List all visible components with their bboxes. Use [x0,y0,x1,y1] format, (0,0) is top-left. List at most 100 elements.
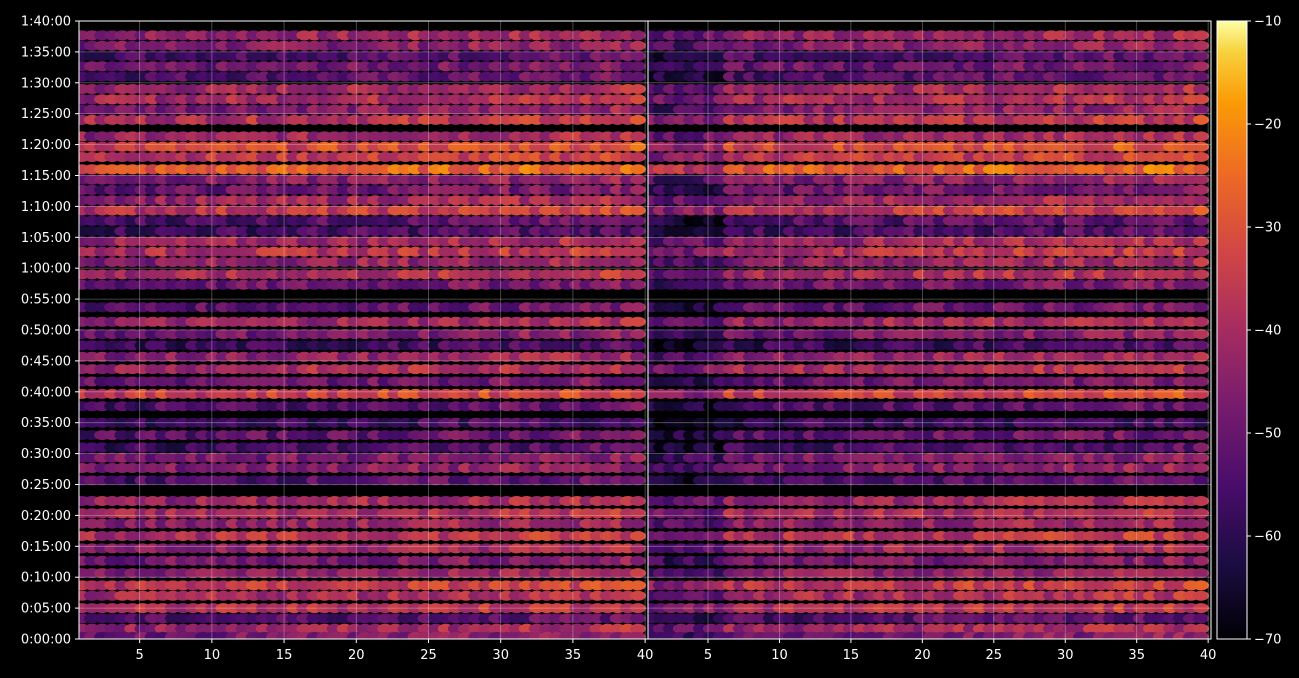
heatmap-cell [629,246,646,257]
heatmap-cell [629,329,646,340]
heatmap-cell [629,555,646,566]
heatmap-cell [1193,184,1209,195]
heatmap-cell [629,452,646,463]
heatmap-cell [629,388,646,399]
heatmap-cell [1193,376,1209,387]
heatmap-cell [629,114,646,125]
heatmap-cell [1193,269,1209,280]
heatmap-cell [1193,94,1209,105]
heatmap-cell [629,205,646,216]
heatmap-cell [1193,40,1209,51]
heatmap-cell [1193,205,1209,216]
x-tick-label: 35 [565,648,582,663]
heatmap-cell [1193,257,1209,267]
heatmap-cell [629,580,646,591]
heatmap-cell [629,463,646,473]
heatmap-cell [1193,226,1209,237]
heatmap-cell [629,475,646,486]
heatmap-cell [629,279,646,290]
heatmap-cell [1193,442,1209,453]
heatmap-panel-right: 5 10 15 20 25 30 35 40 [647,20,1216,663]
heatmap-cell [1193,51,1209,61]
heatmap-cell [629,496,646,506]
heatmap-cell [629,226,646,237]
heatmap-cell [629,164,646,175]
x-tick-label: 5 [136,648,144,663]
heatmap-cell [629,351,646,362]
heatmap-cell [629,84,646,94]
heatmap-cell [629,30,646,41]
grid-lines-left [79,20,648,640]
heatmap-cell [629,94,646,105]
heatmap-cell [629,623,646,634]
heatmap-cell [629,376,646,387]
heatmap-cell [629,61,646,72]
x-tick-label: 20 [348,648,365,663]
heatmap-cell [629,364,646,375]
heatmap-cell [629,430,646,441]
heatmap-cell [629,51,646,61]
heatmap-cell [1193,71,1209,82]
heatmap-cell [629,131,646,142]
heatmap-cell [629,401,646,412]
heatmap-cell [629,40,646,51]
heatmap-cell [629,590,646,601]
heatmap-cell [1193,61,1209,72]
heatmap-cell [1193,430,1209,441]
heatmap-cell [629,104,646,115]
x-tick-label: 40 [637,648,654,663]
heatmap-cell [629,417,646,428]
heatmap-cell [1193,401,1209,412]
heatmap-cell [629,302,646,313]
heatmap-cell [1193,104,1209,115]
heatmap-cell [1193,302,1209,313]
heatmap-cell [1193,417,1209,428]
heatmap-cell [629,613,646,624]
heatmap-cell [1193,316,1209,327]
heatmap-cell [1193,30,1209,41]
heatmap-cell [1193,351,1209,362]
heatmap-cells-right [648,30,1209,639]
heatmap-cell [629,269,646,280]
heatmap-cell [1193,114,1209,125]
heatmap-cell [1193,195,1209,206]
heatmap-cell [629,316,646,327]
x-tick-label: 30 [492,648,509,663]
heatmap-cell [1193,131,1209,142]
heatmap-cell [1193,141,1209,152]
heatmap-cell [629,603,646,614]
heatmap-cell [1193,279,1209,290]
heatmap-cell [629,184,646,195]
heatmap-cell [629,195,646,206]
heatmap-cell [629,568,646,579]
heatmap-cell [629,518,646,529]
x-tick-label: 10 [204,648,221,663]
heatmap-cell [1193,174,1209,185]
heatmap-cell [629,215,646,226]
heatmap-cell [629,442,646,453]
heatmap-cell [1193,329,1209,340]
heatmap-cell [1193,388,1209,399]
heatmap-panel-left: 5 10 15 20 25 30 35 40 [78,20,654,663]
heatmap-cell [629,236,646,247]
heatmap-cell [629,508,646,519]
heatmap-cell [1193,152,1209,162]
heatmap-cell [1193,364,1209,375]
heatmap-cell [1193,236,1209,247]
heatmap-cells-left [79,30,646,639]
heatmap-cell [629,531,646,541]
heatmap-cell [629,543,646,554]
heatmap-cell [1193,215,1209,226]
x-tick-label: 15 [276,648,293,663]
x-tick-label: 25 [420,648,437,663]
heatmap-cell [1193,84,1209,94]
heatmap-cell [629,340,646,351]
heatmap-cell [629,631,646,639]
heatmap-cell [629,174,646,185]
x-axis-ticks-left: 5 10 15 20 25 30 35 40 [136,639,654,663]
heatmap-cell [1193,164,1209,175]
heatmap-cell [629,257,646,267]
heatmap-cell [629,141,646,152]
heatmap-cell [1193,246,1209,257]
